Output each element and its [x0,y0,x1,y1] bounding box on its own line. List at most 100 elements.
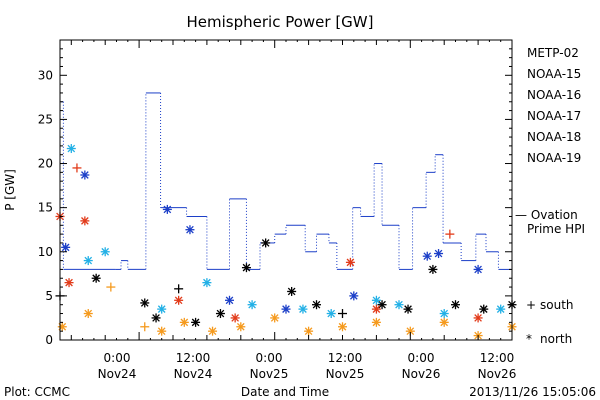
y-tick-label: 15 [38,201,53,215]
data-point-metp-02 [403,304,413,314]
y-tick-label: 0 [45,333,53,347]
data-point-noaa-16 [371,295,381,305]
data-point-noaa-19 [72,163,82,173]
plot-frame [59,39,513,341]
data-point-noaa-19 [445,229,455,239]
ovation-legend-line1: — Ovation [515,208,578,222]
x-tick-time: 0:00 [408,351,435,365]
legend-noaa-15: NOAA-15 [527,67,581,81]
footer-plot-source: Plot: CCMC [4,385,70,399]
data-point-metp-02 [287,286,297,296]
data-point-noaa-18 [304,326,314,336]
y-tick-label: 10 [38,245,53,259]
data-point-noaa-18 [236,322,246,332]
data-point-noaa-19 [80,216,90,226]
footer-timestamp: 2013/11/26 15:05:06 [469,385,596,399]
data-point-noaa-15 [80,170,90,180]
data-point-metp-02 [91,273,101,283]
data-point-noaa-16 [247,300,257,310]
data-point-noaa-18 [208,326,218,336]
x-tick-time: 12:00 [328,351,363,365]
data-point-metp-02 [191,317,201,327]
data-point-metp-02 [312,300,322,310]
x-tick-time: 12:00 [176,351,211,365]
x-tick-date: Nov25 [326,367,365,381]
south-label: south [540,298,574,312]
data-point-noaa-18 [270,313,280,323]
legend-noaa-18: NOAA-18 [527,130,581,144]
data-point-noaa-16 [66,144,76,154]
data-point-noaa-18 [83,309,93,319]
data-point-noaa-15 [61,242,71,252]
data-point-metp-02 [338,309,347,319]
x-tick-time: 0:00 [104,351,131,365]
legend-noaa-17: NOAA-17 [527,109,581,123]
ovation-legend-line2: Prime HPI [527,222,585,236]
data-point-noaa-15 [162,204,172,214]
data-point-noaa-19 [473,313,483,323]
data-point-metp-02 [451,300,460,310]
symbol-legend-south: + south [526,298,574,312]
data-point-noaa-18 [338,322,347,332]
symbol-legend-north: * north [526,332,572,346]
data-point-noaa-15 [349,291,359,301]
data-point-noaa-15 [185,225,195,235]
data-point-noaa-18 [140,322,150,332]
data-point-noaa-19 [345,257,355,267]
data-point-noaa-15 [281,304,291,314]
chart-title: Hemispheric Power [GW] [187,13,374,31]
data-point-noaa-18 [57,322,67,332]
data-point-noaa-19 [174,295,184,305]
legend: METP-02 NOAA-15 NOAA-16 NOAA-17 NOAA-18 NOAA-… [527,46,581,165]
north-marker: * [526,332,532,346]
data-point-metp-02 [140,298,150,308]
data-point-metp-02 [428,264,438,274]
data-point-noaa-16 [326,309,336,319]
x-tick-date: Nov24 [98,367,137,381]
data-point-noaa-19 [64,278,74,288]
data-point-metp-02 [377,300,387,310]
data-point-metp-02 [174,284,184,294]
y-axis-label: P [GW] [3,169,17,211]
data-point-noaa-18 [371,317,381,327]
data-point-noaa-15 [422,251,432,261]
satellite-data-points [55,144,517,341]
data-point-noaa-16 [83,256,93,266]
y-axis-ticks: 0 5 10 15 20 25 30 [38,39,512,347]
data-point-noaa-16 [439,309,449,319]
data-point-noaa-16 [202,278,212,288]
ovation-prime-hpi-line [61,92,511,270]
north-label: north [540,332,572,346]
data-point-noaa-16 [394,300,404,310]
legend-metp-02: METP-02 [527,46,579,60]
data-point-metp-02 [151,313,161,323]
data-point-noaa-19 [230,313,240,323]
data-point-noaa-16 [496,304,506,314]
data-point-metp-02 [261,238,271,248]
data-point-noaa-18 [106,282,116,292]
x-tick-time: 0:00 [256,351,283,365]
legend-noaa-19: NOAA-19 [527,151,581,165]
data-point-noaa-16 [100,247,110,257]
y-tick-label: 20 [38,157,53,171]
data-point-metp-02 [241,263,251,273]
x-tick-date: Nov24 [174,367,213,381]
south-marker: + [526,298,536,312]
y-tick-label: 30 [38,68,53,82]
data-point-noaa-18 [439,317,449,327]
data-point-metp-02 [479,304,489,314]
data-point-noaa-16 [157,304,167,314]
x-tick-date: Nov25 [250,367,289,381]
data-point-noaa-18 [179,317,189,327]
x-tick-date: Nov26 [402,367,441,381]
data-point-noaa-18 [157,326,167,336]
y-tick-label: 25 [38,112,53,126]
data-point-noaa-15 [225,295,234,305]
y-tick-label: 5 [45,289,53,303]
data-point-noaa-19 [371,304,381,314]
legend-noaa-16: NOAA-16 [527,88,581,102]
data-point-noaa-15 [434,249,444,259]
x-tick-time: 12:00 [480,351,515,365]
data-point-noaa-15 [473,264,483,274]
